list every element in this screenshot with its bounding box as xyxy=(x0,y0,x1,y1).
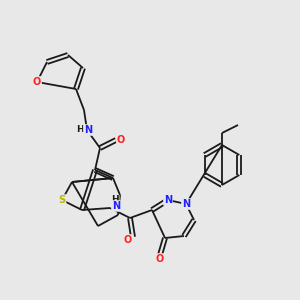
Text: H: H xyxy=(76,125,84,134)
Text: O: O xyxy=(156,254,164,264)
Text: O: O xyxy=(124,235,132,245)
Text: N: N xyxy=(182,199,190,209)
Text: O: O xyxy=(33,77,41,87)
Text: H: H xyxy=(111,196,119,205)
Text: S: S xyxy=(58,195,66,205)
Text: N: N xyxy=(164,195,172,205)
Text: N: N xyxy=(84,125,92,135)
Text: O: O xyxy=(117,135,125,145)
Text: N: N xyxy=(112,201,120,211)
